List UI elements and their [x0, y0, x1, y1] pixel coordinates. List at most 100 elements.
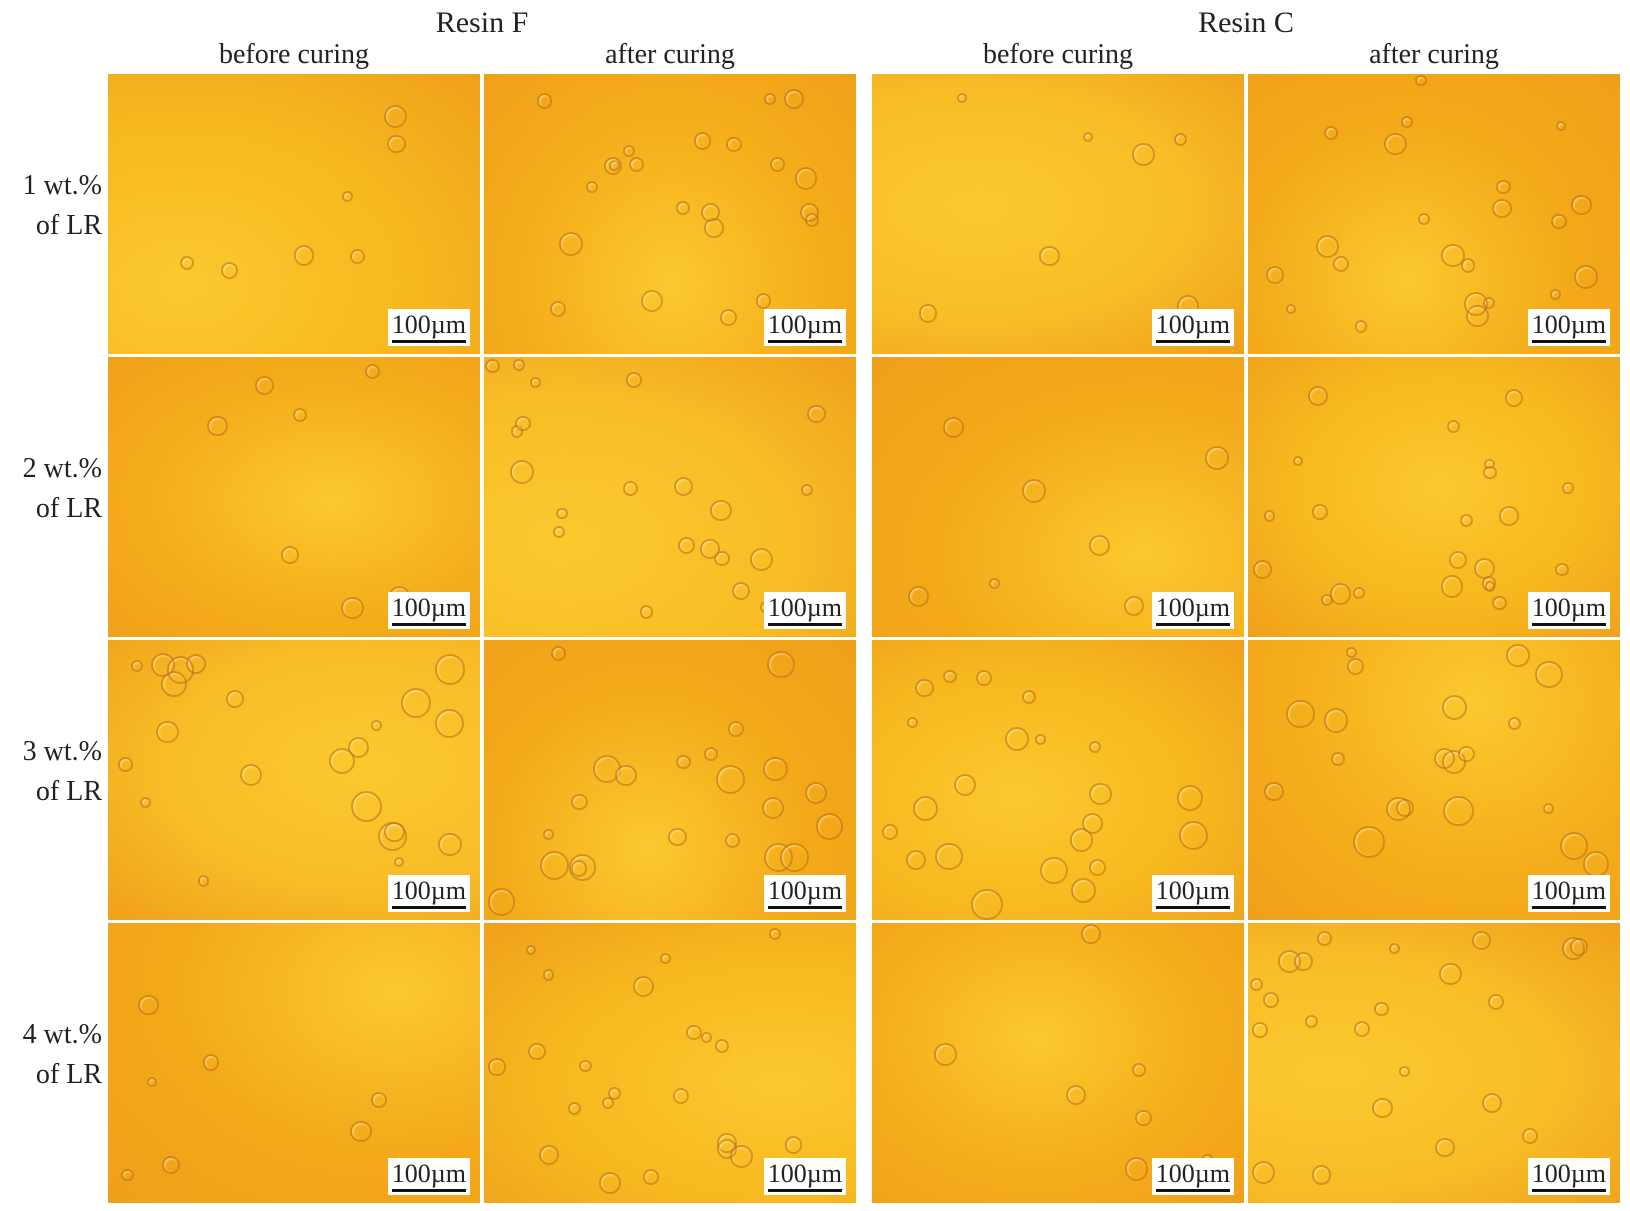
bubble	[642, 1169, 659, 1186]
scale-bar-line	[391, 1189, 466, 1192]
micrograph: 100µm	[872, 640, 1244, 920]
bubble	[138, 994, 159, 1016]
bubble	[1311, 1165, 1331, 1185]
bubble	[1492, 595, 1508, 611]
micrograph: 100µm	[1248, 923, 1620, 1203]
bubble	[528, 1042, 546, 1061]
bubble	[1070, 877, 1096, 903]
bubble	[1263, 510, 1275, 522]
bubble	[807, 405, 826, 424]
bubble	[1176, 784, 1203, 812]
bubble	[351, 790, 383, 822]
micrograph: 100µm	[484, 923, 856, 1203]
bubble	[550, 645, 566, 661]
bubble	[1374, 1001, 1389, 1017]
bubble	[1082, 813, 1104, 835]
bubble	[1277, 950, 1301, 974]
scale-bar-box: 100µm	[387, 309, 470, 346]
bubble	[350, 248, 366, 264]
bubble	[197, 875, 210, 887]
bubble	[770, 157, 785, 172]
bubble	[794, 167, 818, 190]
bubble	[364, 363, 380, 379]
scale-bar-line	[1531, 623, 1606, 626]
micrograph: 100µm	[108, 640, 480, 920]
bubble	[434, 654, 466, 685]
bubble	[384, 104, 408, 128]
bubble	[1433, 747, 1455, 770]
bubble	[919, 304, 938, 323]
bubble	[559, 232, 584, 257]
scale-bar-box: 100µm	[1151, 309, 1234, 346]
bubble	[694, 132, 712, 150]
bubble	[1323, 708, 1349, 733]
scale-bar-label: 100µm	[767, 310, 842, 339]
scale-bar-label: 100µm	[1155, 593, 1230, 622]
row-label-line: of LR	[35, 493, 102, 524]
scale-bar-label: 100µm	[767, 876, 842, 905]
bubble	[626, 372, 642, 388]
bubble	[1179, 820, 1209, 850]
bubble	[934, 1043, 957, 1066]
bubble	[727, 721, 744, 738]
micrograph: 100µm	[872, 357, 1244, 637]
scale-bar-line	[767, 1189, 842, 1192]
bubble	[640, 289, 664, 313]
scale-bar-box: 100µm	[1527, 592, 1610, 629]
bubble	[1312, 504, 1328, 520]
bubble	[1569, 937, 1588, 956]
bubble	[714, 550, 731, 567]
bubble	[971, 888, 1003, 920]
scale-bar-line	[1155, 340, 1230, 343]
bubble	[1449, 551, 1467, 570]
scale-bar-line	[1531, 906, 1606, 909]
bubble	[1504, 389, 1524, 408]
bubble	[538, 1145, 559, 1166]
bubble	[1353, 1020, 1370, 1037]
scale-bar-box: 100µm	[387, 875, 470, 912]
bubble	[1555, 562, 1569, 576]
row-label-line: of LR	[35, 1059, 102, 1090]
bubble	[530, 377, 541, 388]
bubble	[1571, 194, 1593, 216]
bubble	[710, 500, 732, 522]
bubble	[1066, 1084, 1087, 1105]
scale-bar-line	[1531, 340, 1606, 343]
bubble	[1069, 828, 1094, 852]
bubble	[1135, 1110, 1152, 1127]
bubble	[180, 256, 195, 271]
bubble	[784, 1136, 803, 1154]
bubble	[485, 358, 500, 373]
scale-bar-box: 100µm	[1151, 592, 1234, 629]
bubble	[1484, 458, 1495, 470]
scale-bar-label: 100µm	[1531, 593, 1606, 622]
bubble	[686, 1024, 703, 1041]
bubble	[1498, 506, 1519, 527]
bubble	[907, 716, 919, 728]
micrograph: 100µm	[872, 74, 1244, 354]
scale-bar-label: 100µm	[391, 593, 466, 622]
row-label: 3 wt.% of LR	[2, 732, 102, 812]
bubble	[1435, 1138, 1455, 1158]
bubble	[543, 828, 554, 840]
bubble	[906, 850, 927, 871]
bubble	[156, 720, 179, 744]
bubble	[640, 605, 654, 619]
bubble	[1473, 558, 1495, 580]
scale-bar-box: 100µm	[1151, 1158, 1234, 1195]
bubble	[599, 1171, 621, 1194]
bubble	[1089, 534, 1111, 557]
bubble	[1583, 851, 1610, 877]
bubble	[1005, 726, 1030, 751]
bubble	[1384, 132, 1407, 156]
bubble	[784, 88, 805, 109]
bubble	[1386, 797, 1411, 822]
bubble	[139, 797, 151, 809]
bubble	[1506, 643, 1531, 668]
bubble	[553, 525, 566, 538]
scale-bar-box: 100µm	[1527, 1158, 1610, 1195]
scale-bar-line	[1155, 906, 1230, 909]
bubble	[539, 851, 569, 881]
bubble	[800, 484, 813, 497]
bubble	[660, 952, 672, 964]
